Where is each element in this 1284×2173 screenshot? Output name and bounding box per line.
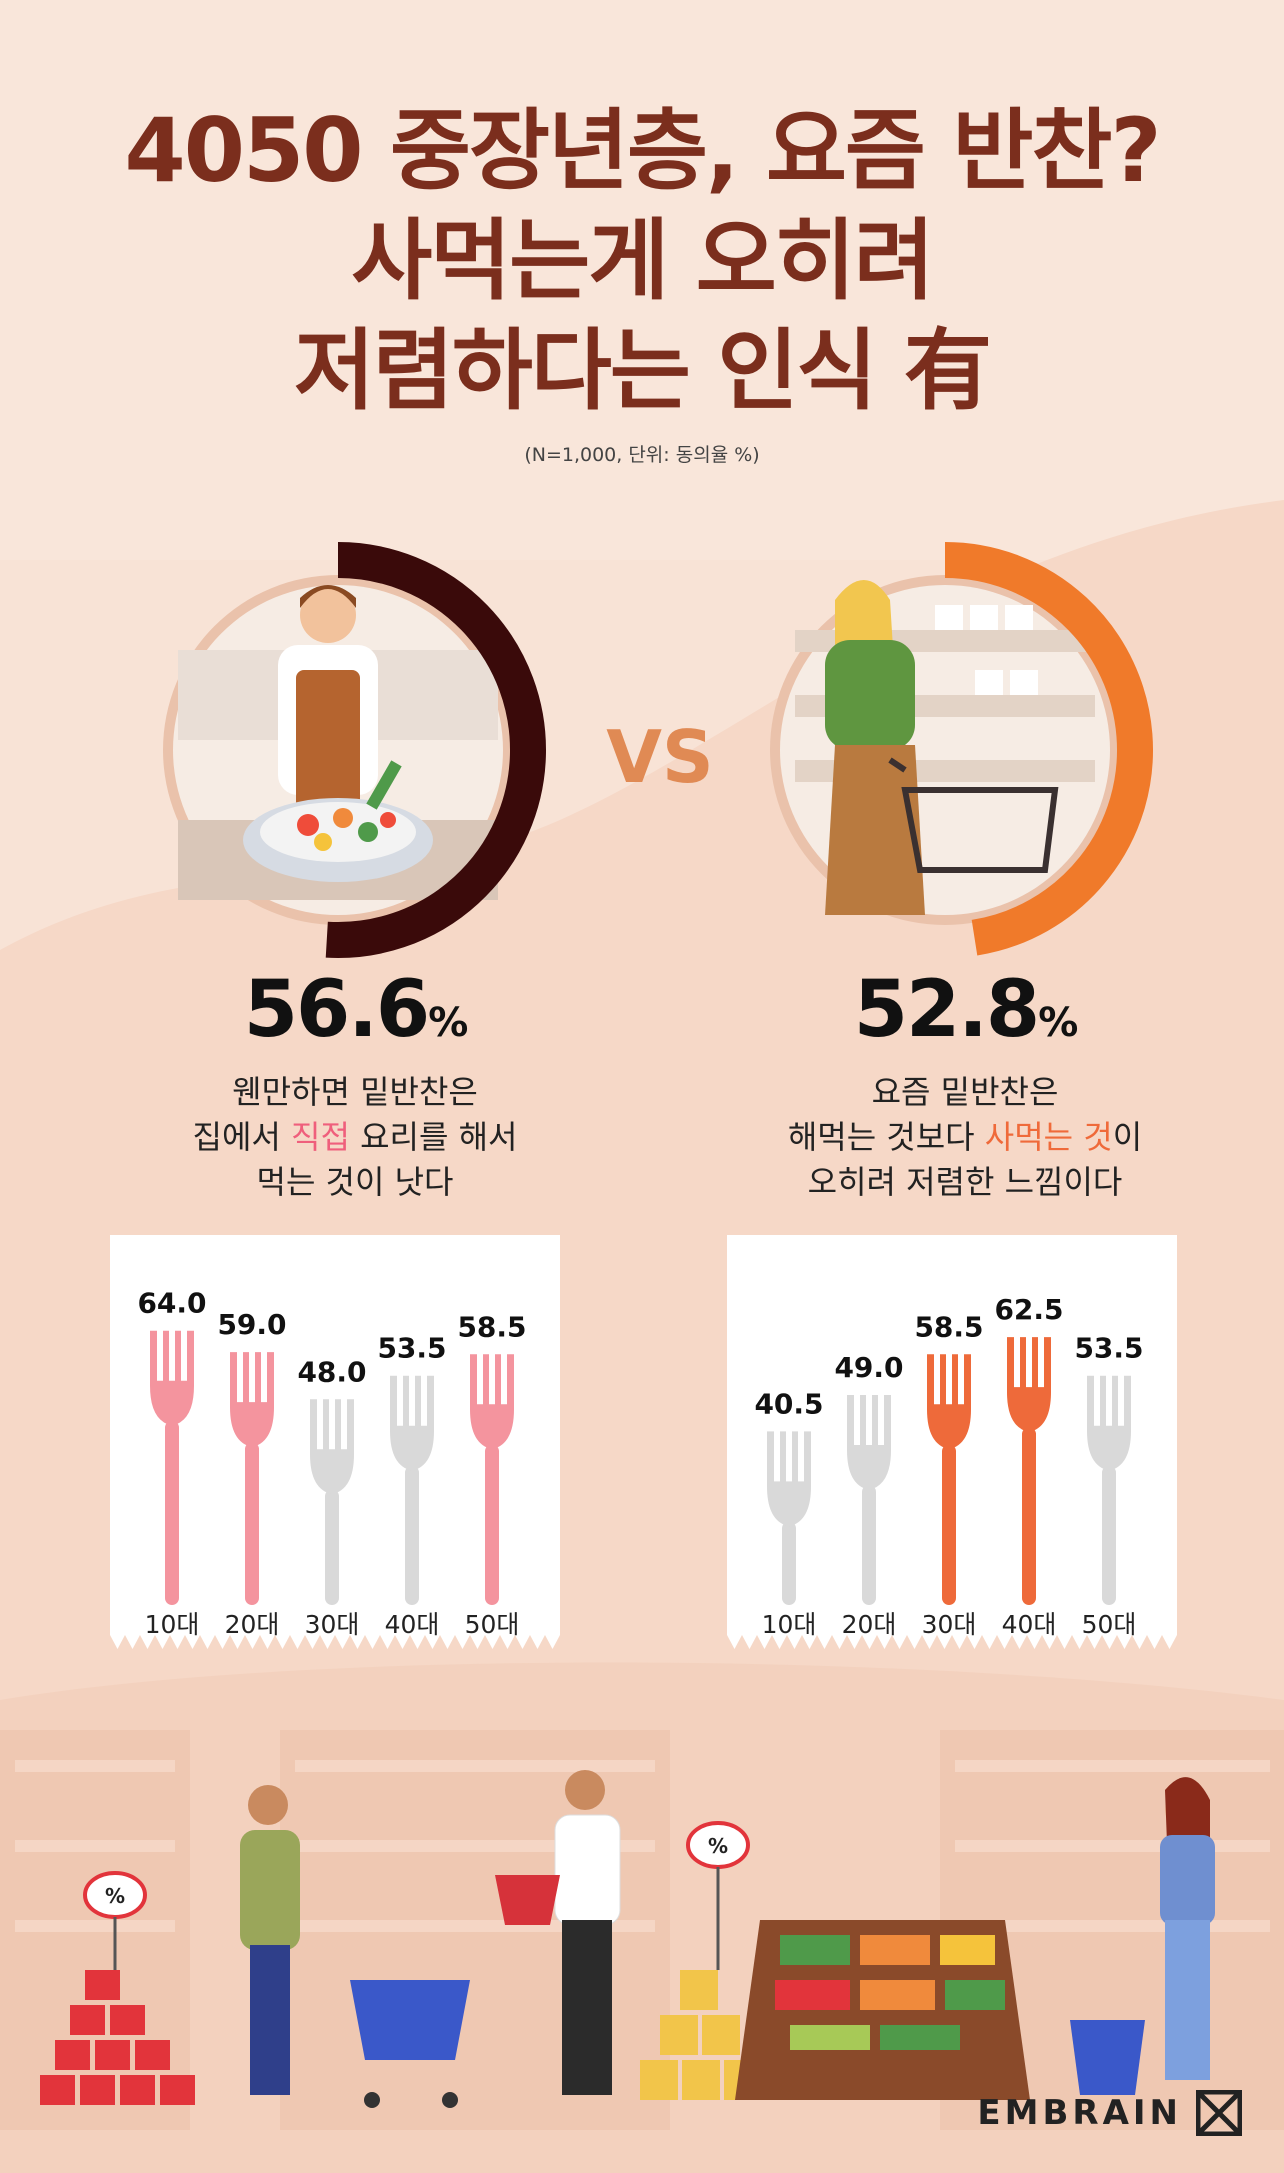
fork-bar — [150, 1330, 194, 1605]
fork-bar — [230, 1352, 274, 1605]
value-label: 59.0 — [217, 1308, 286, 1341]
fork-handle — [862, 1485, 876, 1605]
logo-text: EMBRAIN — [977, 2093, 1182, 2133]
right-desc-pre: 해먹는 것보다 — [787, 1118, 985, 1156]
fork-bar — [1087, 1375, 1131, 1605]
category-label: 10대 — [145, 1610, 200, 1639]
category-label: 50대 — [465, 1610, 520, 1639]
value-label: 62.5 — [994, 1293, 1063, 1326]
title-line-1: 4050 중장년층, 요즘 반찬? — [124, 99, 1162, 202]
right-unit: % — [1038, 1000, 1078, 1046]
category-label: 40대 — [1002, 1610, 1057, 1639]
right-desc-line-2: 해먹는 것보다 사먹는 것이 — [735, 1115, 1195, 1160]
left-desc-highlight: 직접 — [291, 1118, 350, 1156]
fork-bar — [310, 1399, 354, 1605]
cooking-illustration — [163, 542, 546, 958]
left-desc-line-1: 웬만하면 밑반찬은 — [232, 1073, 478, 1111]
fork-bar — [927, 1354, 971, 1605]
title-line-2: 사먹는게 오히려 — [351, 209, 934, 312]
value-label: 58.5 — [457, 1310, 526, 1343]
category-label: 10대 — [762, 1610, 817, 1639]
right-big-value: 52.8% — [735, 965, 1195, 1055]
fork-head — [847, 1395, 891, 1490]
value-label: 64.0 — [137, 1287, 206, 1320]
ring-left-progress — [325, 542, 546, 958]
value-label: 58.5 — [914, 1310, 983, 1343]
supermarket-scene: % % — [0, 1730, 1284, 2130]
fork-head — [1087, 1375, 1131, 1471]
vs-label: VS — [606, 715, 714, 799]
fork-handle — [942, 1444, 956, 1605]
left-desc-pre: 집에서 — [192, 1118, 292, 1156]
header-background — [0, 0, 1284, 560]
right-desc-highlight: 사먹는 것 — [984, 1118, 1113, 1156]
value-label: 40.5 — [754, 1387, 823, 1420]
title-line-3: 저렴하다는 인식 有 — [294, 319, 992, 422]
category-label: 50대 — [1082, 1610, 1137, 1639]
fork-handle — [325, 1489, 339, 1605]
fork-head — [150, 1330, 194, 1426]
fork-handle — [405, 1465, 419, 1605]
left-unit: % — [428, 1000, 468, 1046]
left-big-value: 56.6% — [125, 965, 585, 1055]
fork-handle — [165, 1420, 179, 1605]
right-desc-line-3: 오히려 저렴한 느낌이다 — [807, 1163, 1123, 1201]
right-desc-line-1: 요즘 밑반찬은 — [871, 1073, 1059, 1111]
category-label: 20대 — [225, 1610, 280, 1639]
fork-head — [767, 1431, 811, 1527]
fork-head — [1007, 1337, 1051, 1433]
fork-handle — [245, 1442, 259, 1605]
survey-note: (N=1,000, 단위: 동의율 %) — [524, 444, 760, 466]
left-desc-post: 요리를 해서 — [349, 1118, 518, 1156]
fork-bar — [390, 1375, 434, 1605]
fork-head — [470, 1354, 514, 1450]
value-label: 48.0 — [297, 1355, 366, 1388]
fork-bar — [470, 1354, 514, 1605]
fork-handle — [1022, 1427, 1036, 1605]
category-label: 30대 — [305, 1610, 360, 1639]
fork-handle — [1102, 1465, 1116, 1605]
shopping-illustration — [770, 542, 1153, 956]
fork-head — [310, 1399, 354, 1495]
value-label: 53.5 — [1074, 1332, 1143, 1365]
fork-bar — [847, 1395, 891, 1605]
left-desc-line-3: 먹는 것이 낫다 — [256, 1163, 454, 1201]
ring-right-progress — [944, 542, 1153, 956]
left-value: 56.6 — [243, 965, 430, 1055]
sale-tag-left: % — [105, 1884, 125, 1908]
left-description: 웬만하면 밑반찬은 집에서 직접 요리를 해서 먹는 것이 낫다 — [125, 1070, 585, 1205]
logo-mark-icon — [1196, 2090, 1242, 2136]
category-label: 20대 — [842, 1610, 897, 1639]
fork-bar — [1007, 1337, 1051, 1605]
embrain-logo: EMBRAIN — [977, 2090, 1242, 2136]
sale-tag-right: % — [708, 1834, 728, 1858]
right-desc-post: 이 — [1112, 1118, 1143, 1156]
fork-handle — [485, 1444, 499, 1605]
age-chart-left: 64.0 10대 59.0 20대 48.0 30대 53.5 40대 58.5 50대 — [110, 1235, 560, 1649]
fork-head — [927, 1354, 971, 1450]
value-label: 49.0 — [834, 1351, 903, 1384]
fork-handle — [782, 1521, 796, 1605]
right-value: 52.8 — [853, 965, 1040, 1055]
fork-head — [230, 1352, 274, 1448]
category-label: 30대 — [922, 1610, 977, 1639]
age-chart-right: 40.5 10대 49.0 20대 58.5 30대 62.5 40대 53.5 50대 — [727, 1235, 1177, 1649]
left-desc-line-2: 집에서 직접 요리를 해서 — [125, 1115, 585, 1160]
fork-bar — [767, 1431, 811, 1605]
right-description: 요즘 밑반찬은 해먹는 것보다 사먹는 것이 오히려 저렴한 느낌이다 — [735, 1070, 1195, 1205]
category-label: 40대 — [385, 1610, 440, 1639]
value-label: 53.5 — [377, 1332, 446, 1365]
fork-head — [390, 1375, 434, 1471]
